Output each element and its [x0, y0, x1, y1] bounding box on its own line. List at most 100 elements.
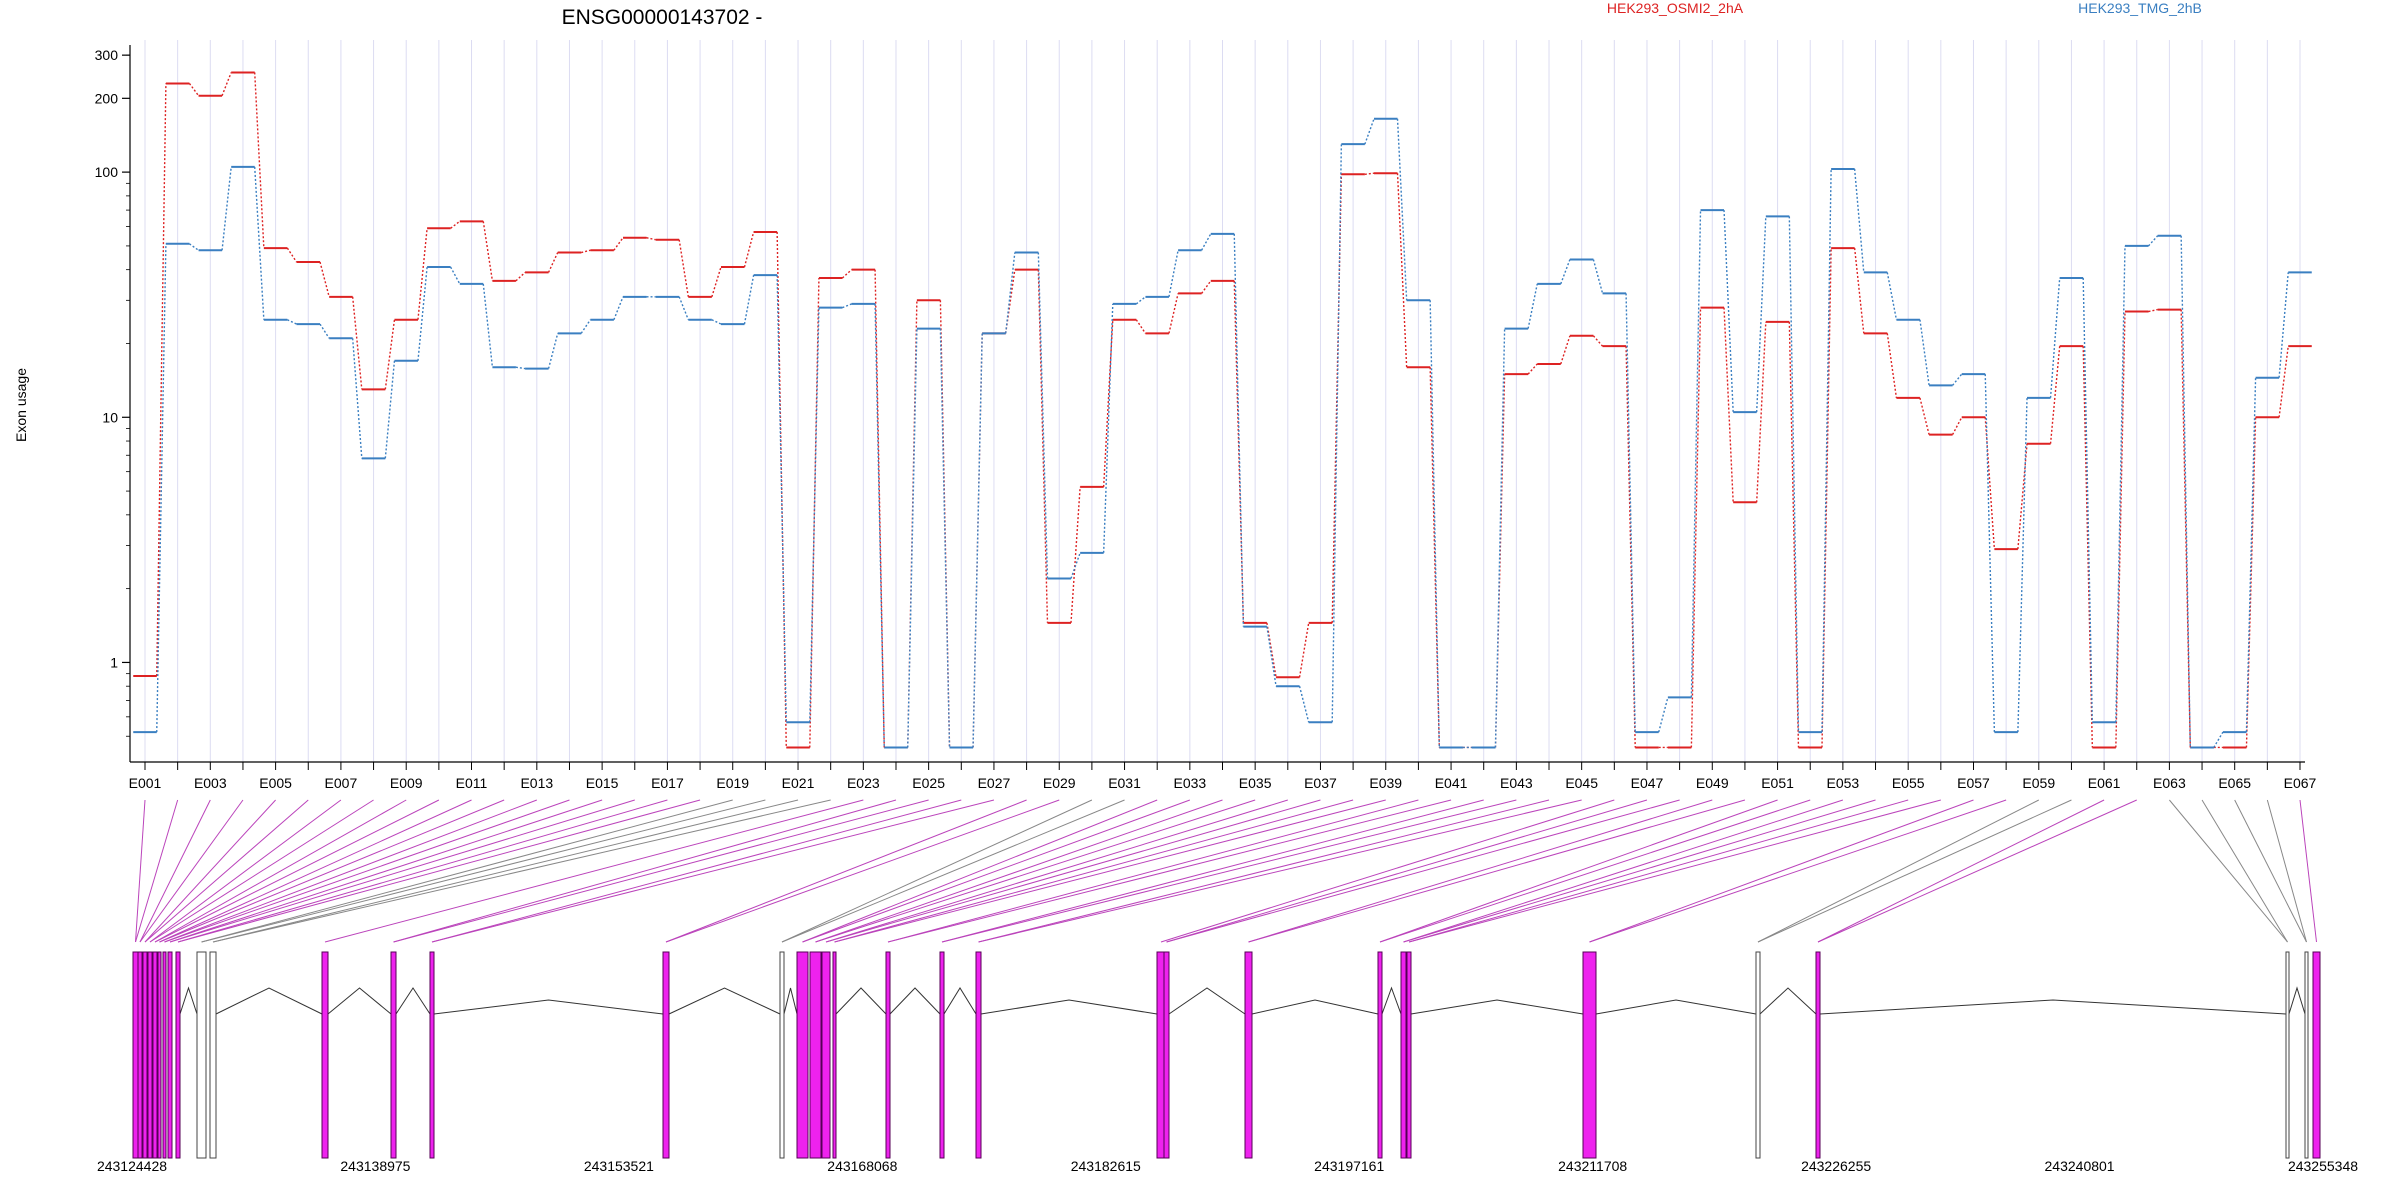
exon-box [209, 951, 217, 1159]
intron-line [980, 999, 1158, 1015]
exon-connector [887, 799, 1419, 943]
intron-line [1251, 999, 1379, 1015]
genomic-coordinate-label: 243153521 [584, 1158, 654, 1174]
exon-connector [159, 799, 472, 943]
exon-connector [1408, 799, 1909, 943]
x-tick-label: E043 [1500, 775, 1533, 791]
genomic-coordinate-label: 243255348 [2288, 1158, 2358, 1174]
x-tick-label: E023 [847, 775, 880, 791]
intron-line [179, 986, 198, 1015]
intron-line [1410, 999, 1584, 1015]
exon-box [167, 951, 173, 1159]
intron-line [215, 987, 323, 1015]
exon-connector [212, 799, 799, 943]
intron-line [668, 987, 781, 1015]
exon-connector [159, 799, 505, 943]
genomic-coordinate-label: 243197161 [1314, 1158, 1384, 1174]
intron-line [433, 999, 664, 1015]
exon-connector [431, 799, 995, 943]
exon-connector [164, 799, 537, 943]
x-tick-label: E029 [1043, 775, 1076, 791]
x-tick-label: E057 [1957, 775, 1990, 791]
exon-connector [2169, 799, 2288, 943]
exon-box [142, 951, 148, 1159]
exon-connector [144, 799, 309, 943]
exon-box [1406, 951, 1412, 1159]
exon-box [832, 951, 837, 1159]
introns [179, 986, 2306, 1015]
intron-line [783, 987, 798, 1015]
x-tick-label: E065 [2218, 775, 2251, 791]
axes: 1 10 100 200 300 E001 E003 E005 E007 E009 E011 E013… [95, 45, 2317, 791]
exon-connector [1379, 799, 1811, 943]
x-tick-label: E035 [1239, 775, 1272, 791]
exon-box [152, 951, 158, 1159]
exon-connector [2299, 799, 2317, 943]
exon-box [429, 951, 435, 1159]
intron-line [327, 987, 392, 1015]
intron-line [835, 987, 887, 1015]
exon-connector [1160, 799, 1615, 943]
exon-connector [201, 799, 733, 943]
exon-connector [1403, 799, 1844, 943]
exon-box [1163, 951, 1170, 1159]
exon-box [796, 951, 809, 1159]
x-tick-label: E061 [2088, 775, 2121, 791]
exon-connector [139, 799, 211, 943]
x-tick-label: E015 [586, 775, 619, 791]
intron-line [1168, 987, 1246, 1015]
exon-connector [834, 799, 1354, 943]
series-layer [133, 72, 2312, 747]
x-tick-label: E011 [456, 775, 488, 791]
exon-box [321, 951, 329, 1159]
series-connector [157, 72, 2312, 747]
intron-line [943, 987, 977, 1015]
vertical-grid [144, 40, 2301, 762]
exon-connector [154, 799, 407, 943]
x-tick-label: E067 [2284, 775, 2317, 791]
x-tick-label: E001 [129, 775, 162, 791]
genomic-coordinate-label: 243226255 [1801, 1158, 1871, 1174]
exon-box [821, 951, 831, 1159]
exon-connector [212, 799, 831, 943]
intron-line [1595, 999, 1757, 1015]
genomic-coordinate-label: 243240801 [2045, 1158, 2115, 1174]
exon-connector [941, 799, 1517, 943]
genomic-coordinate-label: 243211708 [1558, 1158, 1627, 1174]
x-tick-label: E041 [1435, 775, 1468, 791]
exon-connector [1757, 799, 2072, 943]
x-tick-label: E003 [194, 775, 227, 791]
exon-connector [393, 799, 897, 943]
exon-connector [201, 799, 766, 943]
exon-box [1244, 951, 1253, 1159]
x-tick-label: E063 [2153, 775, 2186, 791]
x-tick-label: E055 [1892, 775, 1925, 791]
exon-connector [781, 799, 1093, 943]
exon-box [162, 951, 167, 1159]
exon-box [147, 951, 153, 1159]
exon-connector [154, 799, 440, 943]
exon-box [390, 951, 397, 1159]
exon-connector [1248, 799, 1713, 943]
legend-label-osmi: HEK293_OSMI2_2hA [1607, 0, 1744, 16]
exon-box [662, 951, 670, 1159]
exon-box [1400, 951, 1407, 1159]
exon-connector [144, 799, 276, 943]
series-HEK293_TMG_2hB [133, 119, 2312, 748]
intron-line [395, 987, 431, 1015]
exon-box [137, 951, 143, 1159]
exon-connector [1589, 799, 2007, 943]
x-tick-label: E047 [1631, 775, 1664, 791]
y-tick-label: 300 [95, 47, 119, 63]
exon-connector [1166, 799, 1680, 943]
exon-connector [1408, 799, 1941, 943]
exon-connector [169, 799, 635, 943]
exon-connector [834, 799, 1386, 943]
exon-connector [1403, 799, 1876, 943]
exon-box [779, 951, 785, 1159]
exon-box [175, 951, 181, 1159]
exon-connector [2201, 799, 2288, 943]
exon-connector [802, 799, 1191, 943]
x-tick-label: E007 [325, 775, 358, 791]
